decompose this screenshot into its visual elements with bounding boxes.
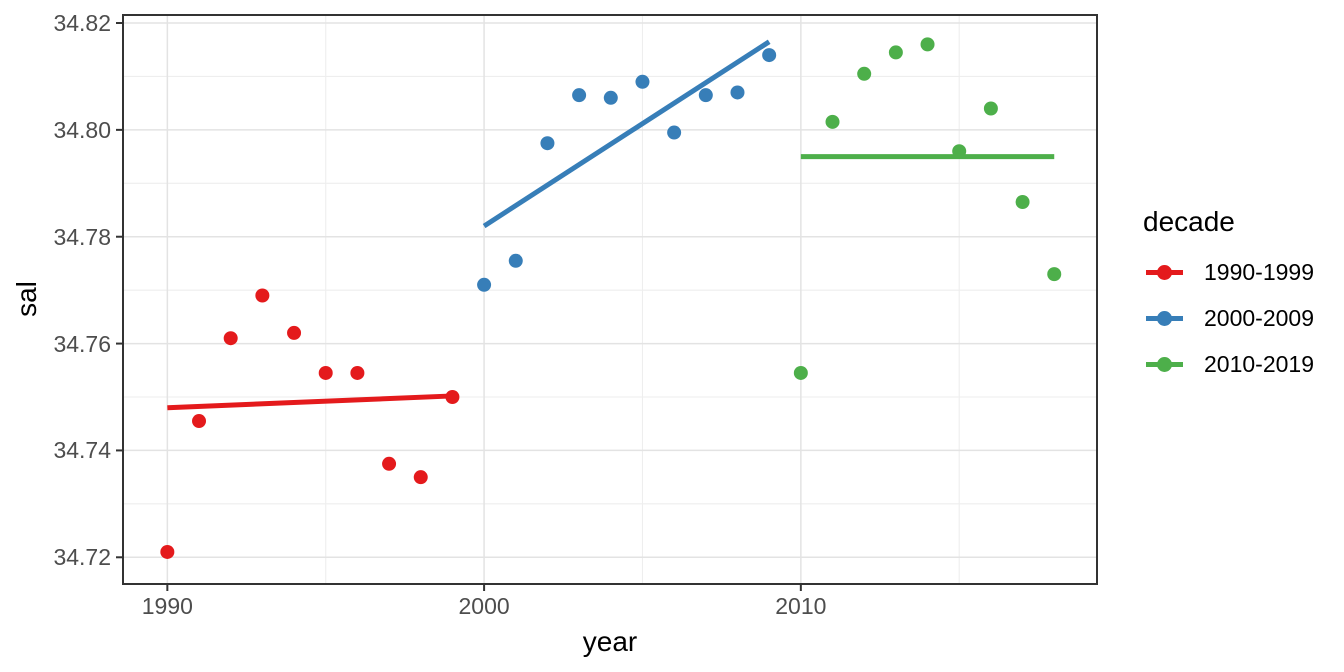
data-point-1990-1999	[413, 470, 428, 485]
legend-key-dot	[1157, 357, 1172, 372]
legend-entry-label: 2010-2019	[1204, 350, 1314, 377]
data-point-1990-1999	[382, 456, 397, 471]
data-point-2010-2019	[1015, 194, 1030, 209]
data-point-1990-1999	[350, 365, 365, 380]
data-point-2010-2019	[793, 365, 808, 380]
data-point-1990-1999	[318, 365, 333, 380]
data-point-2000-2009	[477, 277, 492, 292]
data-point-2010-2019	[920, 37, 935, 52]
panel-border	[122, 14, 1098, 585]
data-point-2000-2009	[762, 48, 777, 63]
data-point-2000-2009	[508, 253, 523, 268]
legend-key-line-dot-icon	[1146, 303, 1183, 333]
data-point-2010-2019	[857, 66, 872, 81]
data-point-2000-2009	[667, 125, 682, 140]
trend-line-2000-2009	[482, 39, 771, 229]
legend-key-dot	[1157, 265, 1172, 280]
x-tick-label: 1990	[141, 593, 193, 619]
legend: decade 1990-1999 2000-2009 2010-2019	[1143, 206, 1314, 395]
y-axis-title: sal	[11, 281, 42, 317]
data-point-1990-1999	[255, 288, 270, 303]
data-point-2000-2009	[730, 85, 745, 100]
data-point-1990-1999	[192, 414, 207, 429]
data-point-2000-2009	[603, 90, 618, 105]
data-point-2010-2019	[983, 101, 998, 116]
data-point-2010-2019	[952, 144, 967, 159]
data-point-1990-1999	[160, 544, 175, 559]
x-axis-title: year	[582, 626, 638, 657]
legend-entry-2000-2009: 2000-2009	[1143, 303, 1314, 333]
legend-key-line-dot-icon	[1146, 257, 1183, 287]
legend-title: decade	[1143, 206, 1235, 237]
data-point-1990-1999	[287, 325, 302, 340]
data-point-2010-2019	[1047, 267, 1062, 282]
legend-key-line-dot-icon	[1146, 349, 1183, 379]
y-tick-label: 34.74	[53, 437, 111, 464]
data-point-2000-2009	[572, 88, 587, 103]
legend-key-dot	[1157, 311, 1172, 326]
y-tick-label: 34.80	[53, 116, 111, 143]
y-tick-label: 34.76	[53, 330, 111, 357]
data-point-2000-2009	[698, 88, 713, 103]
data-point-2010-2019	[888, 45, 903, 60]
x-tick-label: 2010	[775, 593, 827, 619]
legend-entry-1990-1999: 1990-1999	[1143, 257, 1314, 287]
legend-entry-label: 2000-2009	[1204, 304, 1314, 331]
trend-line-1990-1999	[167, 393, 453, 411]
data-point-2010-2019	[825, 114, 840, 129]
x-tick-label: 2000	[458, 593, 510, 619]
legend-entry-2010-2019: 2010-2019	[1143, 349, 1314, 379]
data-point-2000-2009	[540, 136, 555, 151]
data-point-1990-1999	[445, 390, 460, 405]
data-point-1990-1999	[223, 331, 238, 346]
panel-background	[123, 15, 1097, 584]
y-tick-label: 34.82	[53, 10, 111, 36]
y-tick-label: 34.72	[53, 544, 111, 571]
data-point-2000-2009	[635, 74, 650, 89]
legend-entry-label: 1990-1999	[1204, 258, 1314, 285]
y-tick-label: 34.78	[53, 223, 111, 250]
